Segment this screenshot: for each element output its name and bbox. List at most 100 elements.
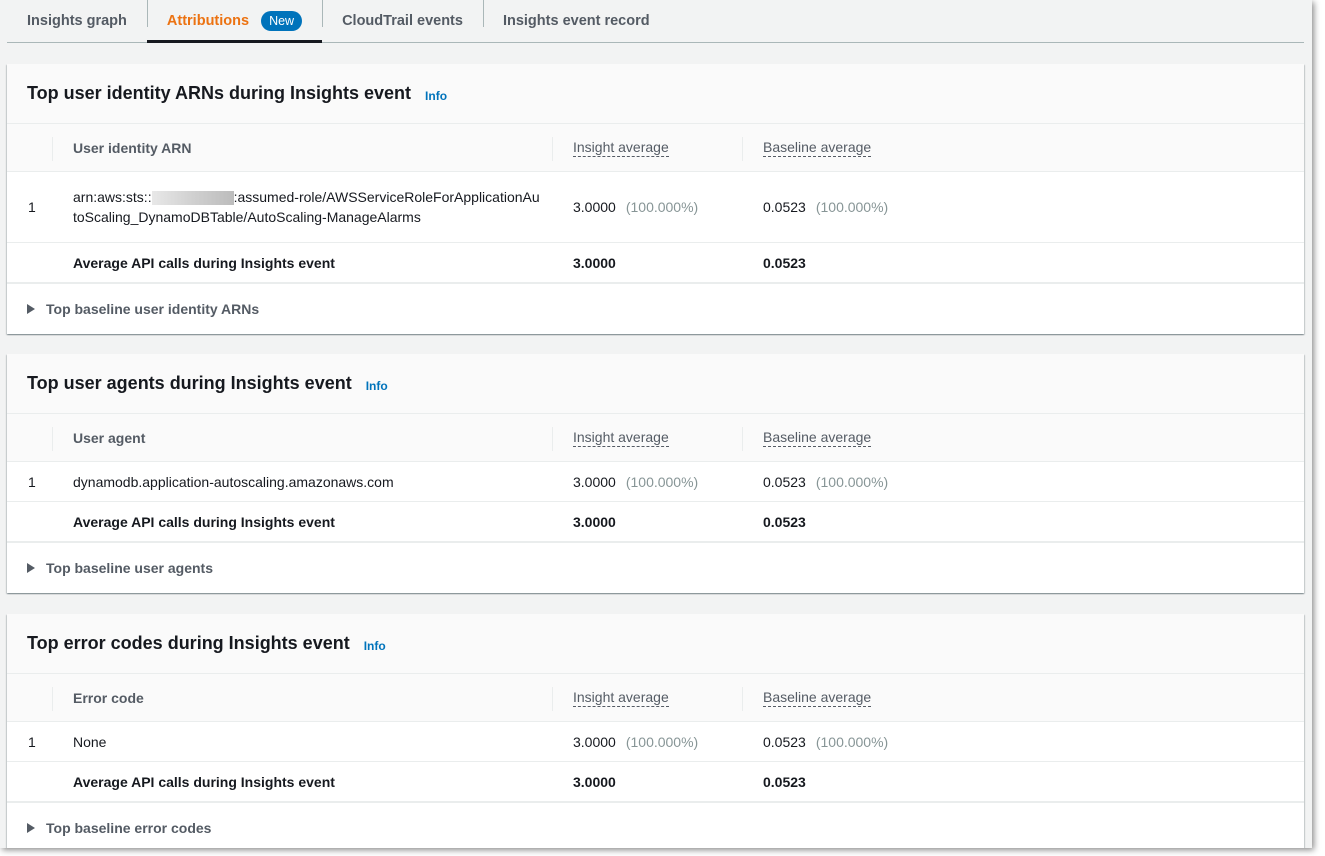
- tab-attributions[interactable]: Attributions New: [146, 0, 323, 43]
- average-row: Average API calls during Insights event 3…: [7, 502, 1304, 543]
- row-name-text: None: [73, 732, 106, 752]
- row-rank: 1: [28, 473, 36, 490]
- column-divider: [742, 427, 743, 451]
- average-row: Average API calls during Insights event 3…: [7, 243, 1304, 284]
- expand-toggle[interactable]: Top baseline user identity ARNs: [7, 284, 1304, 334]
- caret-right-icon: [27, 823, 35, 833]
- baseline-value: 0.0523: [763, 473, 806, 490]
- section-header: Top error codes during Insights event Inf…: [7, 614, 1304, 674]
- name-prefix: arn:aws:sts::: [73, 189, 152, 205]
- expand-toggle[interactable]: Top baseline error codes: [7, 803, 1304, 848]
- caret-right-icon: [27, 304, 35, 314]
- table-header: User agent Insight average Baseline averag…: [7, 414, 1304, 462]
- column-header-tooltip[interactable]: Baseline average: [763, 138, 872, 157]
- column-divider: [552, 137, 553, 161]
- tab-insights-event-record[interactable]: Insights event record: [482, 0, 670, 42]
- name-prefix: None: [73, 733, 107, 750]
- name-prefix: dynamodb.application-autoscaling.amazona…: [73, 473, 394, 490]
- insight-percent: (100.000%): [625, 473, 699, 490]
- table-header: Error code Insight average Baseline averag…: [7, 674, 1304, 722]
- average-label: Average API calls during Insights event: [73, 773, 335, 790]
- baseline-percent: (100.000%): [815, 199, 889, 215]
- column-header-tooltip[interactable]: Baseline average: [763, 428, 872, 447]
- row-name-text: dynamodb.application-autoscaling.amazona…: [73, 472, 394, 492]
- tab-cloudtrail-events[interactable]: CloudTrail events: [322, 0, 483, 42]
- expand-label: Top baseline user agents: [46, 560, 214, 576]
- section-card: Top user identity ARNs during Insights e…: [7, 64, 1304, 334]
- table-row: 1 arn:aws:sts:::assumed-role/AWSServiceRo…: [7, 172, 1304, 243]
- insight-average: 3.0000 (100.000%): [573, 172, 698, 242]
- section-title: Top user agents during Insights event: [27, 373, 352, 393]
- insight-average: 3.0000 (100.000%): [573, 462, 698, 501]
- section-card: Top error codes during Insights event Inf…: [7, 614, 1304, 848]
- info-link[interactable]: Info: [365, 378, 388, 393]
- row-name: dynamodb.application-autoscaling.amazona…: [73, 462, 543, 501]
- column-header: User identity ARN: [73, 139, 192, 156]
- new-badge: New: [261, 11, 303, 31]
- column-header-tooltip[interactable]: Insight average: [573, 138, 669, 157]
- average-row: Average API calls during Insights event 3…: [7, 762, 1304, 803]
- column-divider: [552, 427, 553, 451]
- average-insight: 3.0000: [573, 254, 616, 271]
- expand-label: Top baseline user identity ARNs: [46, 301, 260, 317]
- info-link[interactable]: Info: [425, 88, 448, 103]
- baseline-average: 0.0523 (100.000%): [763, 172, 888, 242]
- column-divider: [52, 137, 53, 161]
- tab-bar: Insights graph Attributions New CloudTrail …: [7, 0, 1304, 43]
- column-header: Error code: [73, 689, 144, 706]
- insight-value: 3.0000: [573, 733, 616, 750]
- row-rank: 1: [28, 199, 36, 215]
- column-header-tooltip[interactable]: Baseline average: [763, 688, 872, 707]
- column-header: Baseline average: [763, 124, 872, 171]
- column-header: Insight average: [573, 674, 669, 721]
- column-divider: [52, 427, 53, 451]
- section-title: Top user identity ARNs during Insights e…: [27, 83, 412, 103]
- column-divider: [52, 687, 53, 711]
- name-suffix: :assumed-role/AWSServiceRoleForApplicati…: [73, 189, 540, 225]
- expand-label: Top baseline error codes: [46, 820, 212, 836]
- redacted-account-id: [151, 191, 234, 206]
- caret-right-icon: [27, 563, 35, 573]
- tab-label: Insights event record: [502, 13, 650, 29]
- average-baseline: 0.0523: [763, 513, 806, 530]
- section-header: Top user agents during Insights event Inf…: [7, 354, 1304, 414]
- section-title: Top error codes during Insights event: [27, 633, 350, 653]
- insight-value: 3.0000: [573, 199, 616, 215]
- insight-percent: (100.000%): [625, 199, 699, 215]
- average-label: Average API calls during Insights event: [73, 513, 335, 530]
- row-name: None: [73, 722, 543, 761]
- row-name: arn:aws:sts:::assumed-role/AWSServiceRol…: [73, 172, 543, 242]
- baseline-value: 0.0523: [763, 199, 806, 215]
- insight-value: 3.0000: [573, 473, 616, 490]
- table-header: User identity ARN Insight average Baseline…: [7, 124, 1304, 172]
- tab-label: Attributions: [166, 13, 250, 29]
- column-header: User agent: [73, 429, 146, 446]
- average-baseline: 0.0523: [763, 773, 806, 790]
- tab-label: Insights graph: [27, 13, 127, 29]
- section-header: Top user identity ARNs during Insights e…: [7, 64, 1304, 124]
- average-insight: 3.0000: [573, 513, 616, 530]
- column-header: Baseline average: [763, 674, 872, 721]
- expand-toggle[interactable]: Top baseline user agents: [7, 543, 1304, 593]
- column-header: Insight average: [573, 414, 669, 461]
- baseline-average: 0.0523 (100.000%): [763, 722, 888, 761]
- insight-average: 3.0000 (100.000%): [573, 722, 698, 761]
- baseline-percent: (100.000%): [815, 473, 889, 490]
- column-header-tooltip[interactable]: Insight average: [573, 688, 669, 707]
- tab-insights-graph[interactable]: Insights graph: [7, 0, 147, 42]
- column-header-tooltip[interactable]: Insight average: [573, 428, 669, 447]
- info-link[interactable]: Info: [363, 638, 386, 653]
- average-insight: 3.0000: [573, 773, 616, 790]
- tab-label: CloudTrail events: [342, 13, 463, 29]
- column-divider: [742, 137, 743, 161]
- average-baseline: 0.0523: [763, 254, 806, 271]
- average-label: Average API calls during Insights event: [73, 254, 335, 271]
- section-card: Top user agents during Insights event Inf…: [7, 354, 1304, 593]
- column-header: Baseline average: [763, 414, 872, 461]
- insight-percent: (100.000%): [625, 733, 699, 750]
- row-rank: 1: [28, 733, 36, 750]
- baseline-percent: (100.000%): [815, 733, 889, 750]
- table-row: 1 dynamodb.application-autoscaling.amazon…: [7, 462, 1304, 502]
- row-name-text: arn:aws:sts:::assumed-role/AWSServiceRol…: [73, 187, 543, 227]
